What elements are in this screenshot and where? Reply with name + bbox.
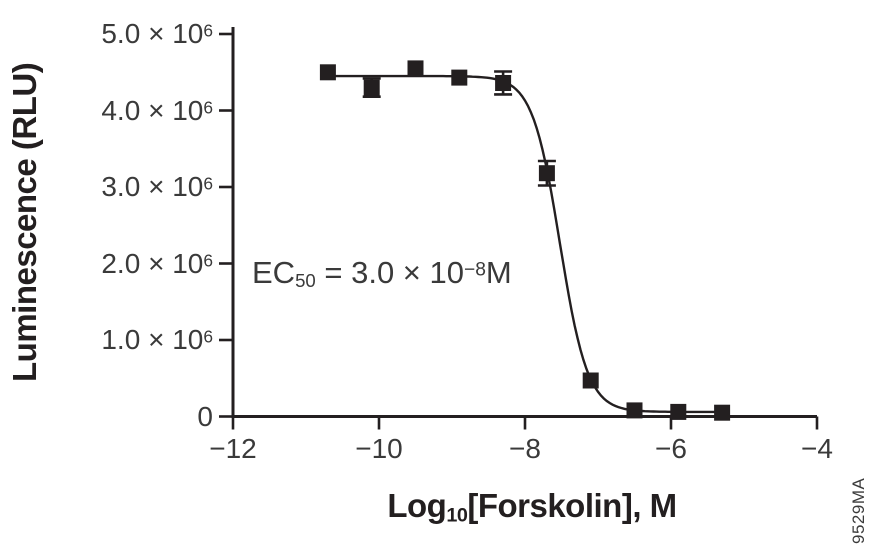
y-tick-text: 2.0 × 10: [101, 247, 204, 279]
y-tick-text: 0: [197, 400, 213, 432]
y-tick-text: 3.0 × 10: [101, 171, 204, 202]
x-axis-title-text: Log: [387, 487, 447, 524]
ec50-annotation-superscript: −8: [464, 259, 486, 281]
data-point-marker: [714, 404, 731, 421]
y-tick-exponent: 6: [203, 326, 213, 347]
data-point-marker: [363, 79, 380, 96]
y-tick-label: 1.0 × 106: [101, 324, 213, 356]
y-tick-text: 5.0 × 10: [101, 18, 204, 49]
data-point-marker: [582, 372, 599, 389]
ec50-annotation-text: M: [485, 255, 512, 290]
y-tick-label: 2.0 × 106: [101, 248, 213, 280]
x-axis-title-text: [Forskolin], M: [467, 487, 677, 524]
y-tick-exponent: 6: [203, 20, 213, 41]
ec50-annotation-subscript: 50: [295, 270, 316, 292]
x-tick-label: −6: [655, 433, 687, 464]
y-tick-label: 0: [197, 401, 213, 433]
axis-lines: [231, 27, 817, 418]
data-point-marker: [451, 69, 468, 86]
y-tick-exponent: 6: [203, 173, 213, 194]
y-axis-title: Luminescence (RLU): [6, 62, 43, 382]
ec50-annotation: EC50 = 3.0 × 10−8M: [252, 254, 512, 291]
ec50-annotation-text: = 3.0 × 10: [315, 255, 464, 290]
data-point-marker: [538, 165, 555, 182]
y-tick-label: 5.0 × 106: [101, 18, 213, 50]
y-tick-label: 3.0 × 106: [101, 171, 213, 203]
x-tick-label: −8: [509, 433, 541, 464]
x-axis-title-subscript: 10: [446, 504, 468, 527]
x-tick-label: −10: [355, 433, 403, 464]
ec50-annotation-text: EC: [252, 255, 296, 290]
x-tick-label: −12: [209, 433, 257, 464]
data-point-marker: [626, 402, 643, 419]
y-tick-text: 4.0 × 10: [101, 94, 204, 126]
x-axis-title: Log10[Forskolin], M: [332, 487, 732, 525]
data-point-marker: [495, 75, 512, 91]
y-tick-label: 4.0 × 106: [101, 95, 213, 127]
y-tick-exponent: 6: [203, 249, 213, 270]
fit-curve: [326, 74, 724, 414]
data-point-marker: [407, 60, 424, 77]
y-tick-text: 1.0 × 10: [101, 324, 204, 355]
y-tick-exponent: 6: [203, 96, 213, 117]
x-tick-label: −4: [801, 433, 833, 464]
data-point-marker: [670, 403, 687, 420]
data-point-marker: [319, 64, 336, 81]
